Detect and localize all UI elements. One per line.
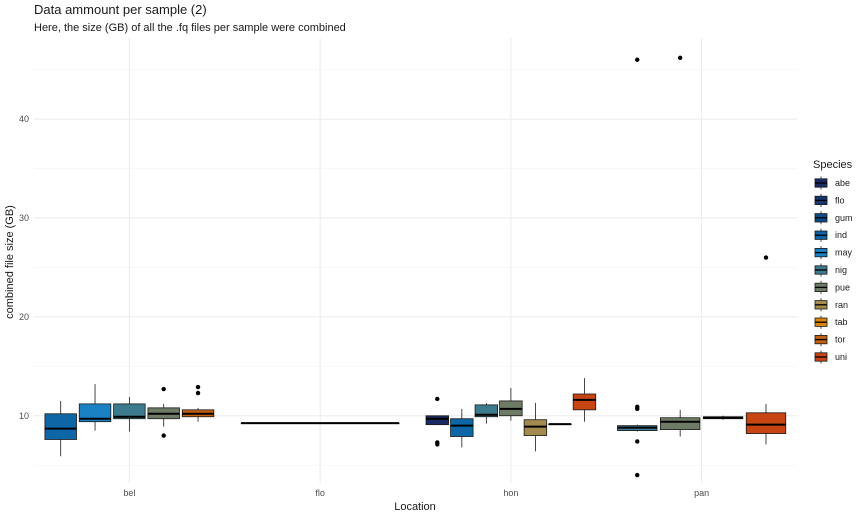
- outlier-point: [635, 57, 640, 62]
- box-pan-uni: [745, 255, 787, 445]
- x-tick-label: hon: [503, 488, 518, 498]
- chart-title: Data ammount per sample (2): [34, 2, 207, 17]
- x-axis-label: Location: [394, 501, 436, 513]
- legend-label: flo: [835, 195, 845, 205]
- outlier-point: [635, 406, 640, 412]
- box-body: [113, 403, 146, 420]
- box-hon-tab: [548, 423, 572, 426]
- box-hon-nig: [474, 402, 499, 424]
- box-bel-nig: [113, 396, 146, 432]
- box-hon-abe: [425, 396, 449, 447]
- box-bel-tor: [181, 384, 215, 422]
- box-flo-abe: [240, 422, 400, 425]
- legend-label: tab: [835, 317, 848, 327]
- y-tick-label: 10: [19, 411, 29, 421]
- box-body: [425, 415, 449, 426]
- box-hon-ind: [450, 408, 474, 448]
- outlier-point: [195, 390, 201, 396]
- box-pan-pue: [660, 55, 701, 437]
- box-hon-uni: [572, 378, 597, 422]
- box-series: [44, 55, 787, 478]
- legend-item-uni: uni: [814, 350, 847, 364]
- x-tick-label: flo: [315, 488, 325, 498]
- box-body: [450, 418, 474, 437]
- legend-label: pue: [835, 282, 850, 292]
- outlier-point: [161, 433, 166, 438]
- legend-item-ind: ind: [814, 228, 847, 242]
- legend-item-tab: tab: [814, 315, 848, 329]
- box-body: [474, 404, 499, 418]
- legend-label: nig: [835, 265, 847, 275]
- legend-label: may: [835, 248, 853, 258]
- box-body: [572, 393, 597, 411]
- x-axis-ticks: bel flo hon pan: [123, 488, 709, 498]
- box-body: [44, 413, 77, 440]
- outlier-point: [195, 384, 201, 390]
- y-axis-label: combined file size (GB): [4, 205, 16, 319]
- x-tick-label: pan: [694, 488, 709, 498]
- legend-label: uni: [835, 352, 847, 362]
- box-body: [745, 412, 787, 434]
- outlier-point: [677, 55, 683, 60]
- legend-item-may: may: [814, 246, 853, 260]
- outlier-point: [161, 386, 166, 392]
- legend-label: abe: [835, 178, 850, 188]
- outlier-point: [635, 472, 640, 478]
- chart-subtitle: Here, the size (GB) of all the .fq files…: [34, 22, 346, 34]
- y-tick-label: 40: [19, 114, 29, 124]
- box-hon-ran: [523, 402, 548, 452]
- outlier-point: [635, 439, 640, 444]
- box-bel-may: [78, 384, 112, 431]
- outlier-point: [763, 255, 769, 260]
- box-body: [78, 403, 112, 423]
- legend-label: gum: [835, 213, 853, 223]
- legend-item-abe: abe: [814, 176, 850, 190]
- box-bel-pue: [147, 386, 180, 438]
- box-bel-ind: [44, 400, 77, 457]
- box-pan-nig: [617, 57, 658, 478]
- legend-item-gum: gum: [814, 211, 853, 225]
- legend-label: ran: [835, 300, 848, 310]
- y-tick-label: 30: [19, 213, 29, 223]
- legend-title: Species: [813, 159, 853, 171]
- legend-item-nig: nig: [814, 263, 847, 277]
- box-hon-pue: [499, 388, 523, 421]
- y-tick-label: 20: [19, 312, 29, 322]
- legend-item-flo: flo: [814, 193, 845, 207]
- x-tick-label: bel: [123, 488, 135, 498]
- outlier-point: [435, 442, 440, 447]
- legend-label: tor: [835, 335, 846, 345]
- legend-label: ind: [835, 230, 847, 240]
- legend-item-tor: tor: [814, 333, 846, 347]
- y-axis-ticks: 10 20 30 40: [19, 114, 29, 421]
- box-body: [660, 417, 701, 431]
- legend-item-ran: ran: [814, 298, 848, 312]
- legend-item-pue: pue: [814, 280, 850, 294]
- box-pan-tab: [702, 415, 744, 420]
- legend: Species abe flo gum ind may nig pue ran tab tor un…: [813, 159, 853, 364]
- outlier-point: [435, 396, 440, 402]
